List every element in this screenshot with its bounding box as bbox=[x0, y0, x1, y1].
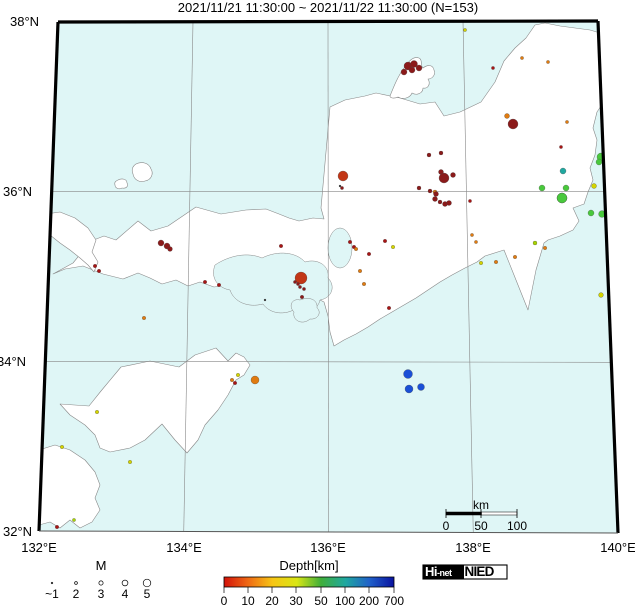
svg-text:M: M bbox=[96, 558, 107, 573]
svg-text:20: 20 bbox=[265, 594, 279, 606]
svg-text:5: 5 bbox=[144, 587, 151, 601]
svg-text:32°N: 32°N bbox=[3, 524, 32, 539]
svg-text:0: 0 bbox=[221, 594, 228, 606]
svg-text:NIED: NIED bbox=[465, 564, 495, 579]
svg-text:Depth[km]: Depth[km] bbox=[279, 558, 338, 573]
svg-text:3: 3 bbox=[98, 587, 105, 601]
svg-text:700: 700 bbox=[384, 594, 404, 606]
svg-text:10: 10 bbox=[241, 594, 255, 606]
svg-text:50: 50 bbox=[474, 519, 488, 533]
svg-text:136°E: 136°E bbox=[310, 540, 346, 555]
svg-text:50: 50 bbox=[314, 594, 328, 606]
svg-text:134°E: 134°E bbox=[166, 540, 202, 555]
svg-text:132°E: 132°E bbox=[21, 540, 57, 555]
svg-text:200: 200 bbox=[359, 594, 379, 606]
svg-text:138°E: 138°E bbox=[455, 540, 491, 555]
svg-text:34°N: 34°N bbox=[0, 354, 26, 369]
svg-text:2021/11/21 11:30:00 ~ 2021/11/: 2021/11/21 11:30:00 ~ 2021/11/22 11:30:0… bbox=[178, 0, 478, 15]
svg-text:2: 2 bbox=[73, 587, 80, 601]
svg-text:100: 100 bbox=[335, 594, 355, 606]
svg-text:38°N: 38°N bbox=[10, 14, 39, 29]
svg-text:36°N: 36°N bbox=[3, 184, 32, 199]
svg-text:100: 100 bbox=[507, 519, 527, 533]
svg-text:0: 0 bbox=[443, 519, 450, 533]
svg-text:~1: ~1 bbox=[45, 587, 59, 601]
svg-text:140°E: 140°E bbox=[600, 540, 635, 555]
svg-text:30: 30 bbox=[289, 594, 303, 606]
svg-text:4: 4 bbox=[122, 587, 129, 601]
